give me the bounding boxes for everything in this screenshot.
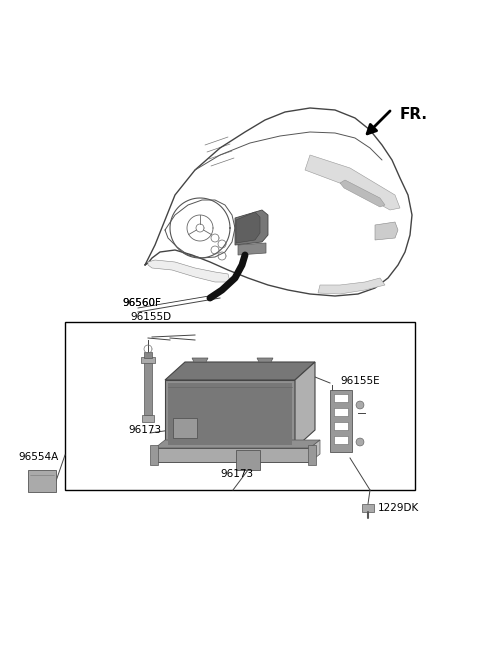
Text: 96554A: 96554A	[18, 452, 58, 462]
Polygon shape	[318, 278, 385, 294]
Polygon shape	[340, 180, 385, 207]
Polygon shape	[141, 357, 155, 363]
Polygon shape	[155, 448, 310, 462]
Text: 96155E: 96155E	[340, 376, 380, 386]
Polygon shape	[192, 358, 208, 362]
Polygon shape	[362, 504, 374, 512]
Polygon shape	[308, 445, 316, 465]
Polygon shape	[236, 450, 260, 470]
Polygon shape	[165, 362, 315, 380]
Polygon shape	[334, 436, 348, 444]
Polygon shape	[235, 210, 268, 245]
Text: 96560F: 96560F	[122, 298, 161, 308]
FancyBboxPatch shape	[65, 322, 415, 490]
Polygon shape	[310, 440, 320, 462]
Polygon shape	[173, 418, 197, 438]
Text: 96173: 96173	[128, 425, 161, 435]
Text: 1229DK: 1229DK	[378, 503, 419, 513]
Polygon shape	[148, 260, 230, 282]
Polygon shape	[334, 394, 348, 402]
Polygon shape	[257, 358, 273, 362]
Polygon shape	[28, 470, 56, 492]
Polygon shape	[305, 155, 400, 210]
Polygon shape	[165, 380, 295, 448]
Text: 96560F: 96560F	[122, 298, 161, 308]
Polygon shape	[144, 352, 152, 358]
Polygon shape	[334, 408, 348, 416]
Text: FR.: FR.	[400, 107, 428, 122]
Polygon shape	[238, 243, 266, 255]
Polygon shape	[330, 390, 352, 452]
Polygon shape	[356, 401, 364, 409]
Polygon shape	[356, 438, 364, 446]
Text: 96173: 96173	[220, 469, 253, 479]
Polygon shape	[155, 440, 320, 448]
Polygon shape	[236, 212, 260, 243]
Polygon shape	[334, 422, 348, 430]
Polygon shape	[295, 362, 315, 448]
Polygon shape	[150, 445, 158, 465]
Polygon shape	[375, 222, 398, 240]
Polygon shape	[142, 415, 154, 422]
Polygon shape	[144, 360, 152, 415]
Polygon shape	[168, 383, 292, 445]
Text: 96155D: 96155D	[130, 312, 171, 322]
